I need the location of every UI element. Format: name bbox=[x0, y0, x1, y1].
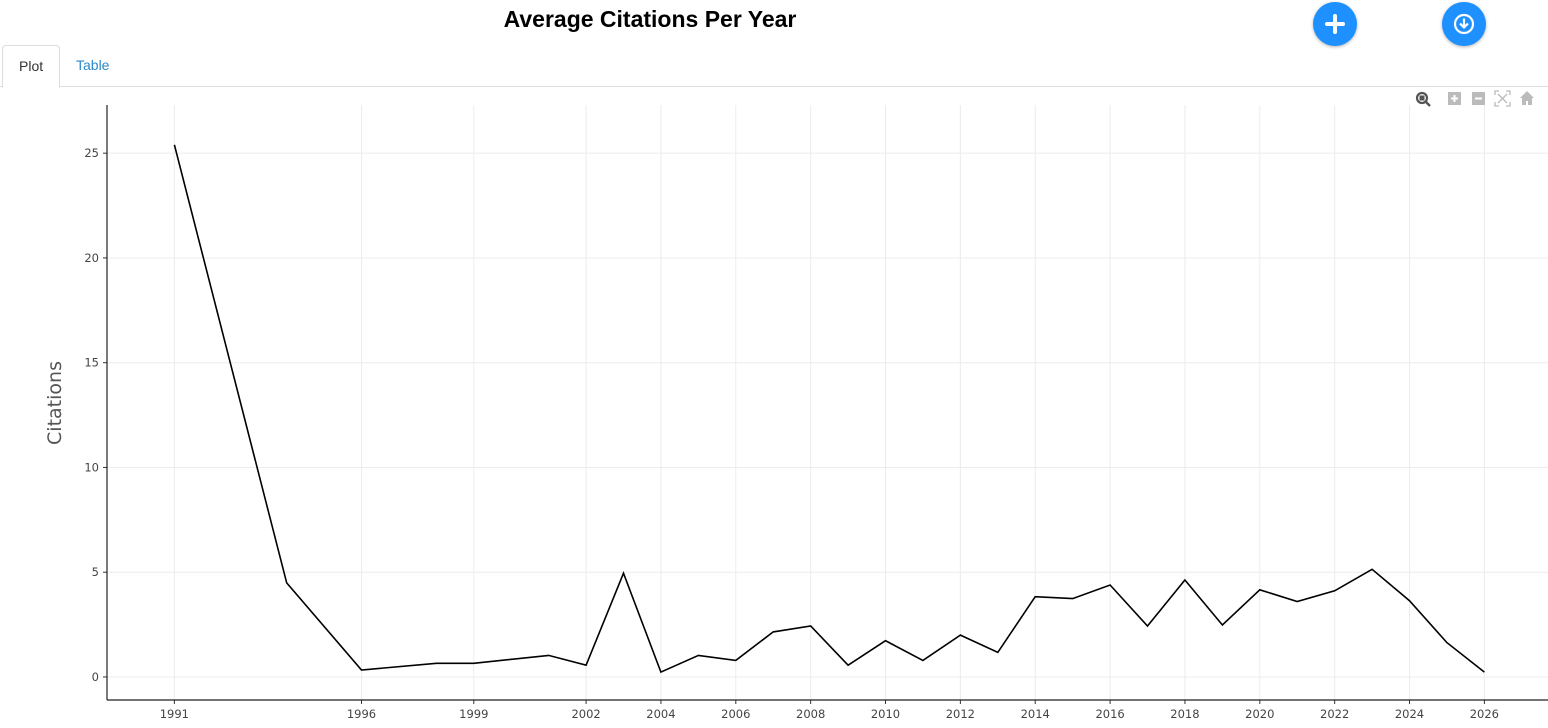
modebar bbox=[1415, 90, 1534, 107]
x-tick-label: 2016 bbox=[1095, 707, 1124, 721]
x-tick-label: 2014 bbox=[1021, 707, 1050, 721]
x-tick-label: 2012 bbox=[946, 707, 975, 721]
reset-axes-icon[interactable] bbox=[1520, 91, 1534, 105]
x-tick-label: 2020 bbox=[1245, 707, 1274, 721]
y-tick-label: 0 bbox=[92, 670, 99, 684]
download-button[interactable] bbox=[1442, 2, 1486, 46]
download-icon bbox=[1453, 13, 1475, 35]
y-tick-label: 5 bbox=[92, 565, 99, 579]
autoscale-icon[interactable] bbox=[1494, 90, 1511, 107]
y-tick-label: 15 bbox=[84, 356, 99, 370]
tab-bar: Plot Table bbox=[0, 45, 1548, 88]
axes bbox=[103, 105, 1548, 704]
zoom-icon[interactable] bbox=[1415, 91, 1431, 107]
x-tick-label: 2026 bbox=[1470, 707, 1499, 721]
x-tick-label: 2024 bbox=[1395, 707, 1424, 721]
tab-plot[interactable]: Plot bbox=[2, 45, 61, 88]
x-tick-label: 1991 bbox=[160, 707, 189, 721]
y-tick-label: 10 bbox=[84, 460, 99, 474]
grid bbox=[107, 105, 1548, 700]
zoom-in-icon[interactable] bbox=[1448, 92, 1461, 105]
x-tick-label: 2010 bbox=[871, 707, 900, 721]
x-tick-label: 1999 bbox=[459, 707, 488, 721]
add-button[interactable] bbox=[1313, 2, 1357, 46]
page-title: Average Citations Per Year bbox=[503, 6, 797, 32]
x-tick-label: 2006 bbox=[721, 707, 750, 721]
y-tick-label: 20 bbox=[84, 251, 99, 265]
x-tick-label: 1996 bbox=[347, 707, 376, 721]
x-tick-label: 2008 bbox=[796, 707, 825, 721]
tab-table[interactable]: Table bbox=[76, 57, 110, 73]
x-tick-label: 2004 bbox=[646, 707, 675, 721]
series-line bbox=[173, 144, 1485, 674]
plus-icon bbox=[1325, 14, 1345, 34]
x-tick-label: 2002 bbox=[571, 707, 600, 721]
x-tick-label: 2022 bbox=[1320, 707, 1349, 721]
data-points bbox=[174, 144, 1485, 673]
y-axis-title: Citations bbox=[44, 361, 66, 445]
y-tick-label: 25 bbox=[84, 146, 99, 160]
x-tick-label: 2018 bbox=[1170, 707, 1199, 721]
zoom-out-icon[interactable] bbox=[1472, 92, 1485, 105]
tick-labels: 1991 1996 1999 2002 2004 2006 2008 2010 2012 2014… bbox=[84, 146, 1499, 721]
